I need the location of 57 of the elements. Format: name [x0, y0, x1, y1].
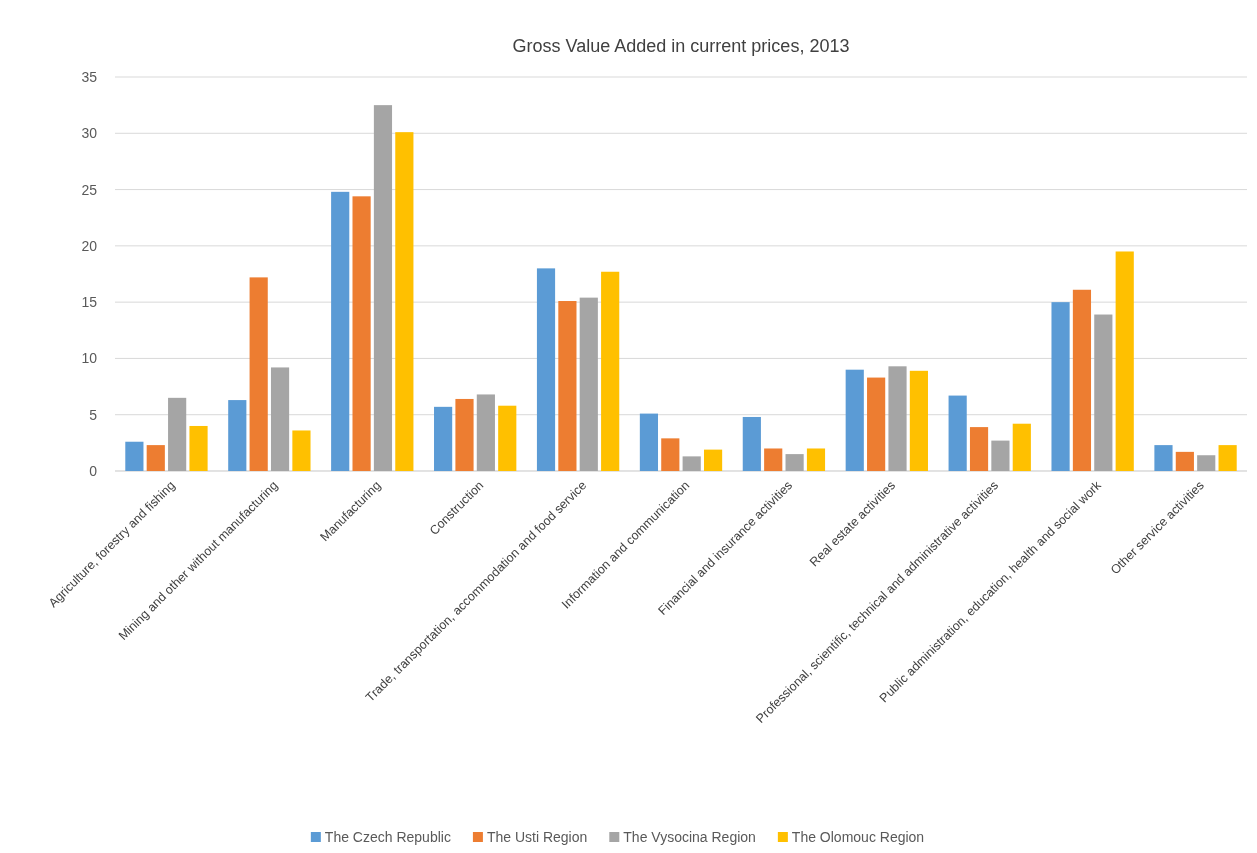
bar — [270, 367, 290, 471]
bar — [168, 397, 187, 471]
legend-label: The Usti Region — [486, 828, 588, 845]
bar — [579, 297, 598, 471]
bar — [536, 268, 556, 471]
bar — [455, 398, 474, 471]
y-tick-label: 15 — [81, 294, 98, 311]
bar — [498, 405, 517, 471]
bar — [1218, 445, 1237, 471]
bar — [867, 377, 886, 471]
bar — [639, 413, 659, 471]
bar — [785, 454, 804, 471]
bar — [682, 456, 701, 471]
bar — [1175, 451, 1194, 471]
bar — [249, 277, 268, 471]
bar — [1012, 423, 1031, 471]
bar — [1154, 445, 1173, 471]
bar — [806, 448, 826, 471]
bar — [434, 406, 453, 471]
bar — [764, 448, 783, 471]
bar — [601, 271, 620, 471]
bar — [888, 366, 907, 471]
bar — [189, 425, 208, 471]
y-tick-label: 5 — [89, 406, 98, 423]
bar — [125, 441, 144, 471]
bar — [146, 445, 165, 471]
y-tick-label: 35 — [81, 68, 98, 85]
bar — [1197, 455, 1216, 471]
chart-title: Gross Value Added in current prices, 2013 — [512, 36, 850, 56]
bar — [661, 438, 680, 471]
bar — [373, 105, 393, 471]
y-tick-label: 25 — [81, 181, 98, 198]
bar — [352, 196, 371, 471]
bar — [228, 400, 247, 471]
y-tick-label: 10 — [81, 350, 98, 367]
bar — [558, 301, 577, 471]
bar — [948, 395, 967, 471]
bar — [991, 440, 1010, 471]
bar — [292, 430, 311, 471]
bar — [1115, 251, 1134, 471]
legend-label: The Vysocina Region — [623, 828, 756, 845]
bar — [1072, 289, 1092, 471]
bar — [909, 370, 928, 471]
bar — [845, 369, 864, 471]
y-tick-label: 30 — [81, 125, 98, 142]
y-tick-label: 0 — [89, 462, 98, 479]
bar — [331, 191, 350, 471]
bar — [395, 132, 414, 471]
bar — [703, 449, 723, 471]
y-tick-label: 20 — [81, 237, 98, 254]
legend-label: The Czech Republic — [324, 828, 451, 845]
bar — [476, 394, 495, 471]
bar — [1051, 302, 1070, 471]
bar — [1094, 314, 1113, 471]
bar — [969, 427, 989, 471]
bar — [742, 416, 761, 471]
legend-label: The Olomouc Region — [791, 828, 925, 845]
